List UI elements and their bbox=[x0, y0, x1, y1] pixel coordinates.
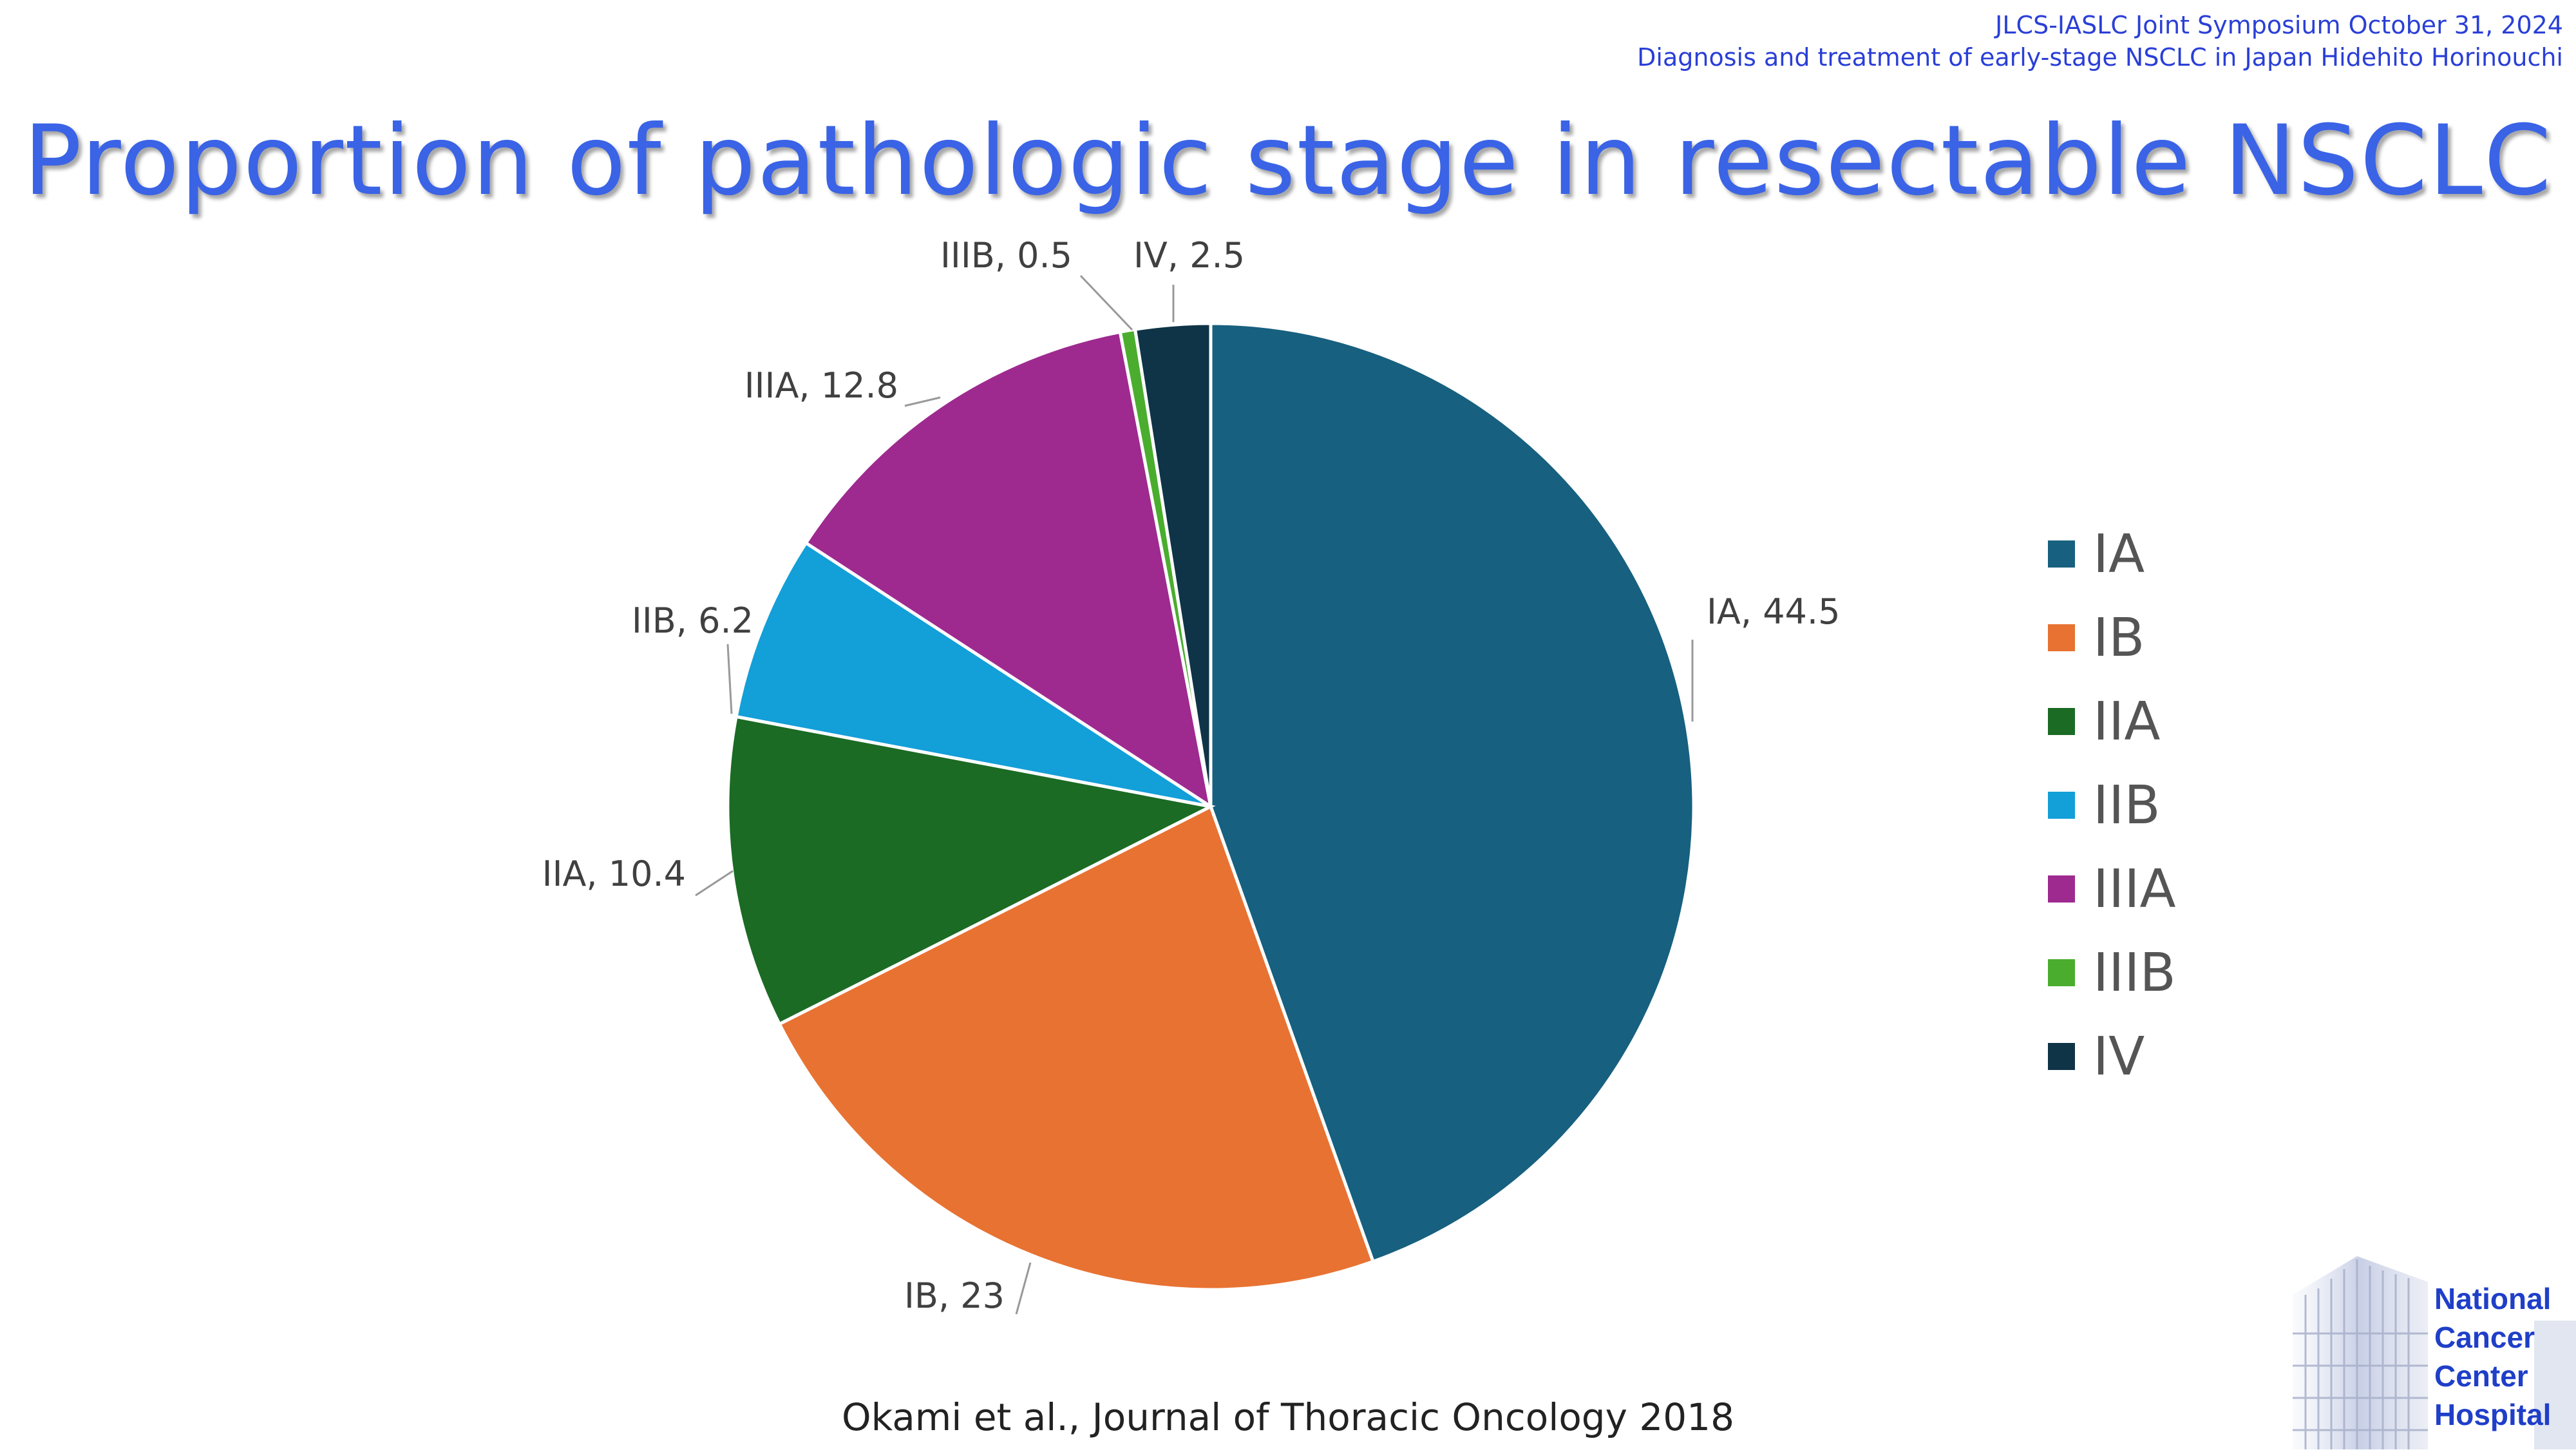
legend-swatch bbox=[2048, 708, 2075, 735]
legend-item-iiib: IIIB bbox=[2048, 931, 2370, 1015]
data-label-iiia: IIIA, 12.8 bbox=[744, 365, 898, 406]
pie-slice-iia bbox=[726, 714, 1216, 1027]
leader-line-iiia bbox=[904, 396, 941, 407]
building-icon bbox=[2293, 1256, 2576, 1449]
legend-swatch bbox=[2048, 959, 2075, 986]
pie-slice-iv bbox=[1133, 321, 1213, 807]
hospital-logo: National Cancer Center Hospital bbox=[2280, 1243, 2576, 1449]
legend-label: IIA bbox=[2093, 691, 2161, 752]
legend-label: IV bbox=[2093, 1026, 2145, 1087]
slide-header: JLCS-IASLC Joint Symposium October 31, 2… bbox=[1637, 9, 2563, 73]
data-label-iib: IIB, 6.2 bbox=[632, 600, 753, 641]
leader-line-iib bbox=[726, 644, 733, 714]
citation: Okami et al., Journal of Thoracic Oncolo… bbox=[842, 1395, 1734, 1439]
legend-item-iiia: IIIA bbox=[2048, 847, 2370, 931]
logo-text: National Cancer Center Hospital bbox=[2434, 1279, 2551, 1434]
data-label-iv: IV, 2.5 bbox=[1133, 235, 1245, 276]
pie-slice-ia bbox=[1209, 321, 1696, 1264]
chart-legend: IA IB IIA IIB IIIA IIIB IV bbox=[2048, 512, 2370, 1098]
header-line-2: Diagnosis and treatment of early-stage N… bbox=[1637, 43, 2563, 72]
leader-line-ib bbox=[1015, 1262, 1032, 1315]
legend-label: IA bbox=[2093, 523, 2145, 585]
legend-item-iia: IIA bbox=[2048, 680, 2370, 763]
legend-item-ia: IA bbox=[2048, 512, 2370, 596]
legend-item-ib: IB bbox=[2048, 596, 2370, 680]
legend-swatch bbox=[2048, 540, 2075, 568]
legend-item-iv: IV bbox=[2048, 1015, 2370, 1098]
leader-line-iiib bbox=[1079, 274, 1133, 331]
data-label-ib: IB, 23 bbox=[904, 1275, 1005, 1316]
slide-title: Proportion of pathologic stage in resect… bbox=[23, 105, 2553, 217]
pie-slice-iib bbox=[734, 540, 1212, 808]
logo-line: Cancer bbox=[2434, 1321, 2535, 1354]
legend-swatch bbox=[2048, 792, 2075, 819]
legend-swatch bbox=[2048, 624, 2075, 651]
legend-swatch bbox=[2048, 875, 2075, 903]
logo-line: Center bbox=[2434, 1359, 2528, 1393]
pie-slice-ib bbox=[777, 804, 1376, 1292]
header-line-1: JLCS-IASLC Joint Symposium October 31, 2… bbox=[1995, 11, 2563, 39]
legend-swatch bbox=[2048, 1043, 2075, 1070]
legend-label: IIIB bbox=[2093, 942, 2176, 1004]
data-label-iiib: IIIB, 0.5 bbox=[940, 235, 1072, 276]
data-label-iia: IIA, 10.4 bbox=[542, 854, 686, 894]
legend-item-iib: IIB bbox=[2048, 763, 2370, 847]
leader-line-iia bbox=[695, 870, 734, 897]
legend-label: IB bbox=[2093, 607, 2145, 669]
pie-slice-iiia bbox=[803, 330, 1213, 810]
logo-line: Hospital bbox=[2434, 1398, 2552, 1431]
logo-line: National bbox=[2434, 1282, 2552, 1315]
legend-label: IIB bbox=[2093, 774, 2161, 836]
legend-label: IIIA bbox=[2093, 858, 2176, 920]
data-label-ia: IA, 44.5 bbox=[1707, 591, 1840, 632]
